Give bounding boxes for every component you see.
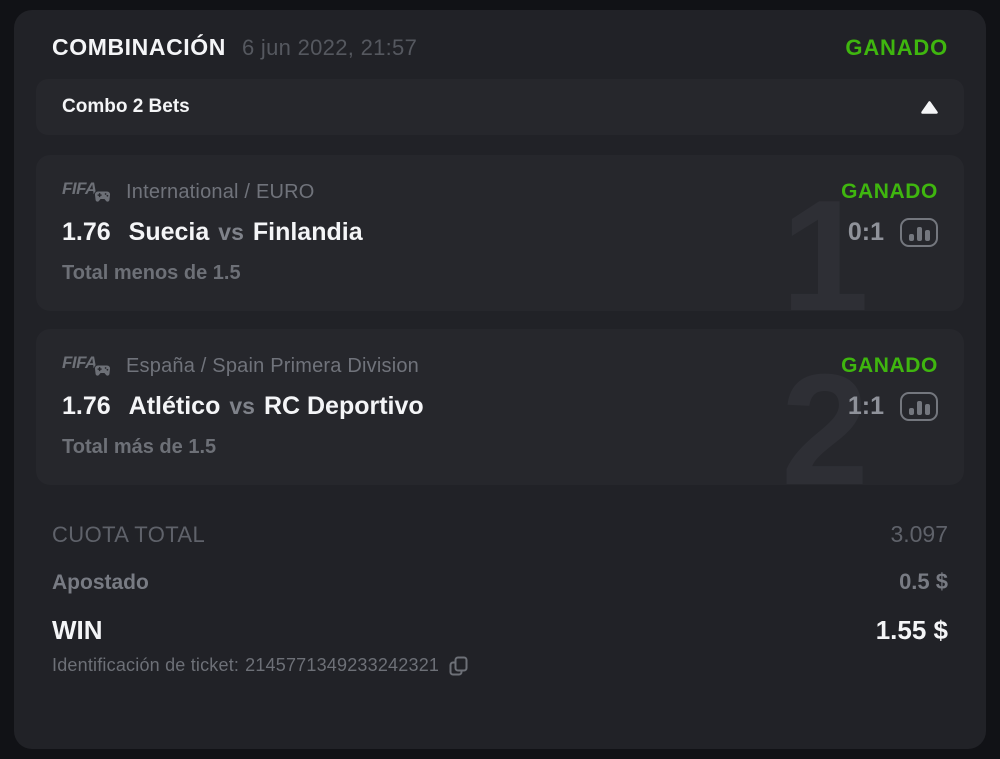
chevron-up-icon[interactable] [921, 100, 938, 114]
ticket-id-label: Identificación de ticket: [52, 655, 240, 675]
ticket-id-row: Identificación de ticket: 21457713492332… [52, 655, 948, 676]
bet-market: Total menos de 1.5 [62, 262, 241, 284]
total-odds-row: CUOTA TOTAL 3.097 [52, 521, 948, 548]
match-score: 0:1 [847, 218, 884, 246]
total-odds-value: 3.097 [890, 521, 948, 547]
bet-status-badge: GANADO [841, 180, 938, 203]
bet-ticket-panel: COMBINACIÓN 6 jun 2022, 21:57 GANADO Com… [14, 10, 986, 749]
bar-chart-icon[interactable] [900, 218, 938, 247]
fifa-esports-icon: FIFA [62, 353, 114, 379]
bet-number-watermark: 2 [781, 342, 869, 485]
gamepad-icon [94, 190, 111, 208]
total-odds-label: CUOTA TOTAL [52, 522, 206, 547]
league-name: International / EURO [126, 180, 315, 203]
bet-match-row: 1.76 Suecia vs Finlandia 0:1 [62, 218, 938, 247]
vs-label: vs [218, 219, 244, 245]
ticket-date: 6 jun 2022, 21:57 [241, 34, 418, 60]
combo-label: Combo 2 Bets [62, 96, 190, 117]
home-team: Atlético [128, 392, 221, 420]
win-value: 1.55 $ [875, 615, 948, 645]
vs-label: vs [229, 393, 255, 419]
match-score: 1:1 [847, 392, 884, 420]
away-team: Finlandia [252, 218, 363, 246]
stake-value: 0.5 $ [899, 569, 948, 594]
gamepad-icon [94, 364, 111, 382]
bet-odds: 1.76 [62, 392, 111, 420]
bet-status-badge: GANADO [841, 354, 938, 377]
win-row: WIN 1.55 $ [52, 615, 948, 646]
ticket-header: COMBINACIÓN 6 jun 2022, 21:57 GANADO [36, 10, 964, 79]
copy-icon[interactable] [449, 656, 468, 676]
bet-card-1: 1 FIFA International / EURO GANADO 1.76 … [36, 155, 964, 311]
bet-odds: 1.76 [62, 218, 111, 246]
bet-league-row: FIFA España / Spain Primera Division GAN… [62, 353, 938, 379]
league-name: España / Spain Primera Division [126, 354, 419, 377]
bet-match-row: 1.76 Atlético vs RC Deportivo 1:1 [62, 392, 938, 421]
home-team: Suecia [128, 218, 210, 246]
bet-card-2: 2 FIFA España / Spain Primera Division G… [36, 329, 964, 485]
stake-label: Apostado [52, 571, 149, 594]
bar-chart-icon[interactable] [900, 392, 938, 421]
stake-row: Apostado 0.5 $ [52, 569, 948, 595]
combo-toggle-row[interactable]: Combo 2 Bets [36, 79, 964, 135]
ticket-type-title: COMBINACIÓN [52, 34, 226, 60]
ticket-status-badge: GANADO [845, 34, 948, 60]
bet-league-row: FIFA International / EURO GANADO [62, 179, 938, 205]
ticket-summary: CUOTA TOTAL 3.097 Apostado 0.5 $ WIN 1.5… [36, 503, 964, 676]
fifa-esports-icon: FIFA [62, 179, 114, 205]
win-label: WIN [52, 615, 103, 645]
bet-number-watermark: 1 [781, 168, 869, 311]
away-team: RC Deportivo [263, 392, 424, 420]
bet-market: Total más de 1.5 [62, 436, 217, 458]
ticket-id-value: 2145771349233242321 [245, 655, 440, 675]
